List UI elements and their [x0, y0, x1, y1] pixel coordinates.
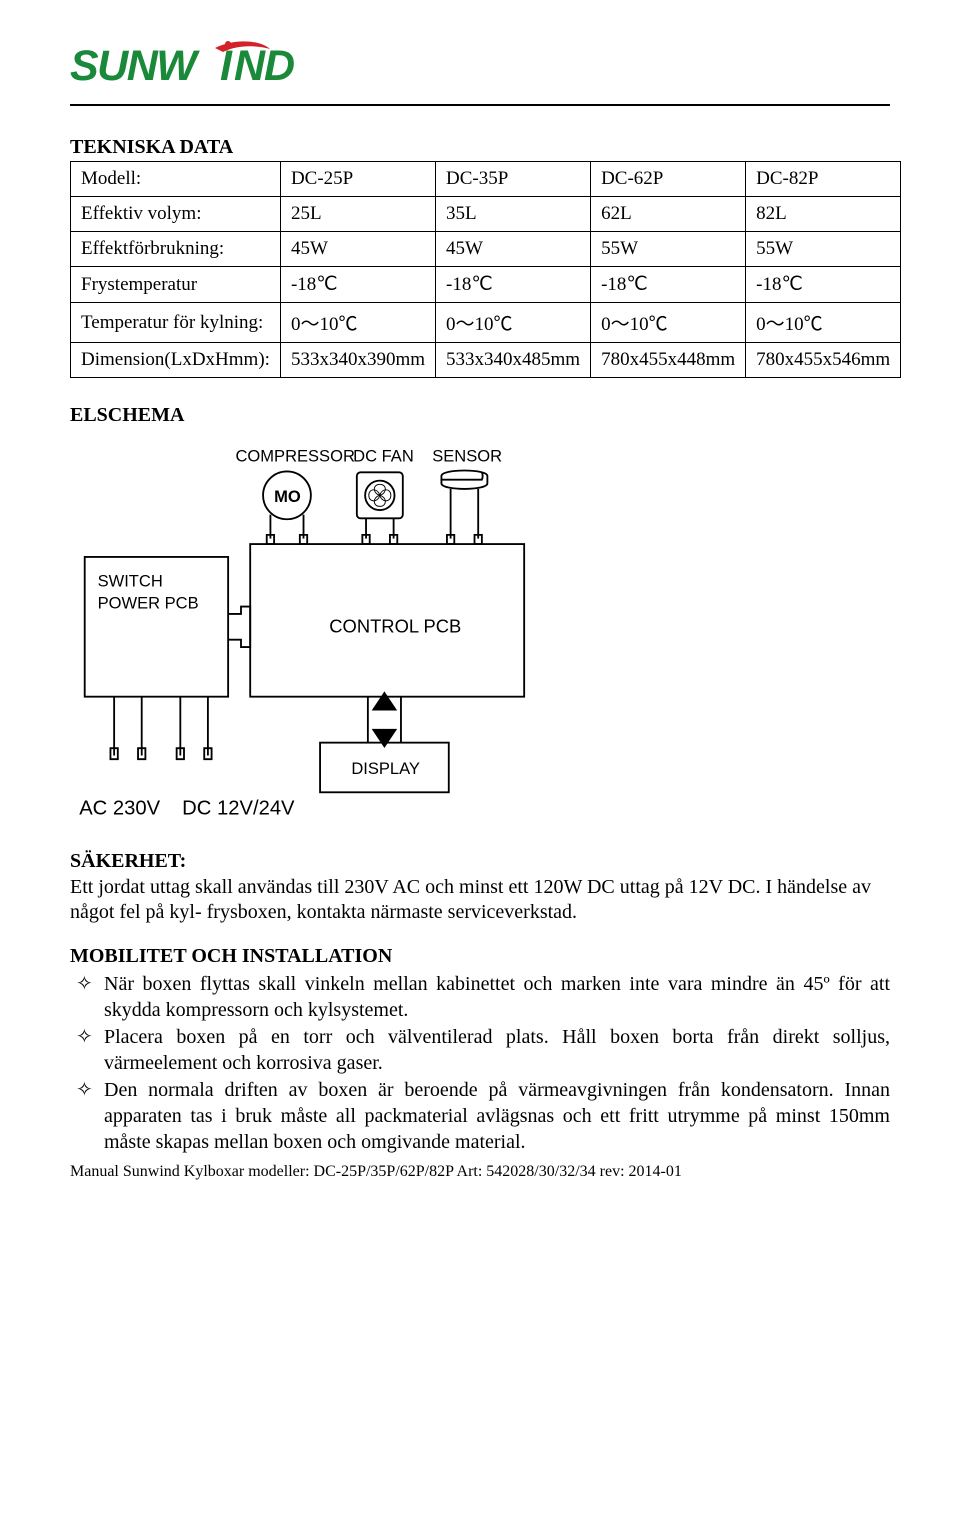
- table-row: Effektiv volym:25L35L62L82L: [71, 197, 901, 232]
- table-row: Dimension(LxDxHmm):533x340x390mm533x340x…: [71, 343, 901, 378]
- bullet-icon: ✧: [70, 1078, 104, 1155]
- spec-table: Modell:DC-25PDC-35PDC-62PDC-82PEffektiv …: [70, 161, 901, 378]
- cell: 45W: [436, 232, 591, 267]
- diag-ac: AC 230V: [79, 797, 160, 819]
- diag-sensor-label: SENSOR: [432, 446, 502, 465]
- diag-mo-label: MO: [274, 487, 301, 506]
- cell: 55W: [746, 232, 901, 267]
- cell: -18℃: [436, 267, 591, 303]
- cell: 533x340x390mm: [280, 343, 435, 378]
- svg-text:SUNW: SUNW: [70, 42, 200, 90]
- diag-dc: DC 12V/24V: [182, 797, 295, 819]
- cell: 62L: [591, 197, 746, 232]
- cell: DC-62P: [591, 162, 746, 197]
- bullet-text: Den normala driften av boxen är beroende…: [104, 1078, 890, 1155]
- list-item: ✧Den normala driften av boxen är beroend…: [70, 1078, 890, 1155]
- cell: 780x455x546mm: [746, 343, 901, 378]
- cell: DC-25P: [280, 162, 435, 197]
- cell: -18℃: [280, 267, 435, 303]
- cell: 82L: [746, 197, 901, 232]
- cell: DC-82P: [746, 162, 901, 197]
- cell: 35L: [436, 197, 591, 232]
- table-row: Frystemperatur-18℃-18℃-18℃-18℃: [71, 267, 901, 303]
- diag-dcfan-label: DC FAN: [353, 446, 414, 465]
- safety-text: Ett jordat uttag skall användas till 230…: [70, 875, 890, 925]
- svg-text:ND: ND: [234, 42, 294, 90]
- footer-line: Manual Sunwind Kylboxar modeller: DC-25P…: [70, 1163, 682, 1181]
- bullet-icon: ✧: [70, 1025, 104, 1076]
- row-label: Effektiv volym:: [71, 197, 281, 232]
- cell: -18℃: [591, 267, 746, 303]
- cell: 0～10℃: [436, 303, 591, 343]
- bullet-text: När boxen flyttas skall vinkeln mellan k…: [104, 972, 890, 1023]
- row-label: Temperatur för kylning:: [71, 303, 281, 343]
- heading-tekniska: TEKNISKA DATA: [70, 136, 890, 159]
- sunwind-logo: SUNW I ND: [70, 40, 330, 95]
- diag-switch2: POWER PCB: [98, 593, 199, 612]
- row-label: Frystemperatur: [71, 267, 281, 303]
- diag-switch1: SWITCH: [98, 571, 163, 590]
- bullet-icon: ✧: [70, 972, 104, 1023]
- table-row: Temperatur för kylning:0～10℃0～10℃0～10℃0～…: [71, 303, 901, 343]
- heading-sakerhet: SÄKERHET:: [70, 850, 890, 873]
- cell: 780x455x448mm: [591, 343, 746, 378]
- mobilitet-bullets: ✧När boxen flyttas skall vinkeln mellan …: [70, 972, 890, 1155]
- list-item: ✧Placera boxen på en torr och välventile…: [70, 1025, 890, 1076]
- cell: 0～10℃: [280, 303, 435, 343]
- cell: 25L: [280, 197, 435, 232]
- row-label: Effektförbrukning:: [71, 232, 281, 267]
- cell: DC-35P: [436, 162, 591, 197]
- logo-block: SUNW I ND: [70, 40, 890, 100]
- cell: 0～10℃: [746, 303, 901, 343]
- diag-control: CONTROL PCB: [329, 615, 461, 636]
- heading-elschema: ELSCHEMA: [70, 404, 890, 427]
- table-row: Modell:DC-25PDC-35PDC-62PDC-82P: [71, 162, 901, 197]
- cell: -18℃: [746, 267, 901, 303]
- bullet-text: Placera boxen på en torr och välventiler…: [104, 1025, 890, 1076]
- logo-underline: [70, 104, 890, 106]
- diag-display: DISPLAY: [351, 759, 420, 778]
- cell: 45W: [280, 232, 435, 267]
- cell: 0～10℃: [591, 303, 746, 343]
- cell: 533x340x485mm: [436, 343, 591, 378]
- table-row: Effektförbrukning:45W45W55W55W: [71, 232, 901, 267]
- list-item: ✧När boxen flyttas skall vinkeln mellan …: [70, 972, 890, 1023]
- elschema-diagram: COMPRESSOR MO DC FAN SENSOR SWITCH PO: [70, 441, 890, 836]
- row-label: Modell:: [71, 162, 281, 197]
- heading-mobilitet: MOBILITET OCH INSTALLATION: [70, 945, 890, 968]
- diag-compressor-label: COMPRESSOR: [235, 446, 354, 465]
- cell: 55W: [591, 232, 746, 267]
- row-label: Dimension(LxDxHmm):: [71, 343, 281, 378]
